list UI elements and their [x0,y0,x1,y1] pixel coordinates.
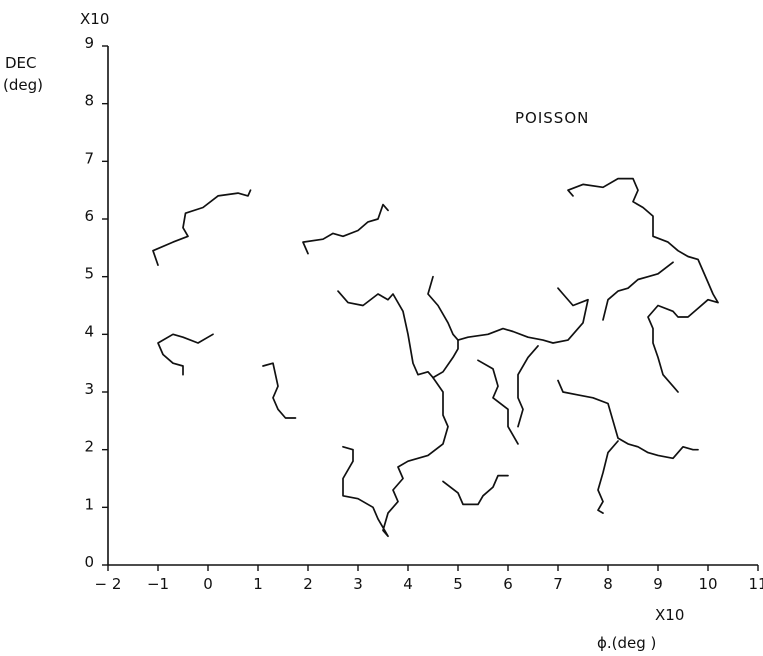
x-tick-label: 0 [203,575,213,593]
series-line-4 [302,203,389,255]
series-line-15 [602,261,674,321]
series-annotation: POISSON [515,109,589,127]
y-tick-label: 9 [84,34,94,52]
y-tick-label: 0 [84,553,94,571]
series-line-5 [337,290,434,379]
series-line-8 [342,376,449,538]
x-tick-label: 9 [653,575,663,593]
y-axis-label-line1: DEC [5,54,37,72]
series-line-14 [567,177,719,393]
y-axis-label-line2: (deg) [3,76,43,94]
series-line-1 [152,189,252,266]
series-line-13 [597,440,619,514]
y-axis-ticks: 0 1 2 3 4 5 6 7 8 9 [84,34,108,571]
series-line-9 [442,474,509,506]
x-tick-label: 1 [253,575,263,593]
series-line-3 [262,362,297,419]
series-layer [152,177,719,538]
y-tick-label: 8 [84,92,94,110]
y-scale-note: X10 [80,10,109,28]
y-tick-label: 6 [84,207,94,225]
chart-canvas: X10 DEC (deg) POISSON X10 ϕ.(deg ) − 2 −1… [3,10,763,652]
x-tick-label: − 2 [95,575,122,593]
series-line-2 [157,333,214,376]
series-line-7 [432,339,459,379]
x-axis-label: ϕ.(deg ) [597,634,656,652]
x-scale-note: X10 [655,606,684,624]
series-line-10 [477,359,519,445]
x-tick-label: 5 [453,575,463,593]
y-tick-label: 4 [84,322,94,340]
y-tick-label: 3 [84,380,94,398]
x-tick-label: 4 [403,575,413,593]
x-tick-label: 11 [748,575,763,593]
series-line-11 [517,345,539,428]
series-line-6 [427,275,589,344]
x-tick-label: 8 [603,575,613,593]
x-tick-label: −1 [147,575,169,593]
x-axis-ticks: − 2 −1 0 1 2 3 4 5 6 7 8 9 10 11 [95,565,763,593]
series-line-12 [557,379,699,460]
x-tick-label: 2 [303,575,313,593]
y-tick-label: 7 [84,149,94,167]
x-tick-label: 6 [503,575,513,593]
y-tick-label: 5 [84,265,94,283]
y-tick-label: 1 [84,495,94,513]
x-tick-label: 7 [553,575,563,593]
x-tick-label: 3 [353,575,363,593]
y-tick-label: 2 [84,438,94,456]
x-tick-label: 10 [698,575,717,593]
